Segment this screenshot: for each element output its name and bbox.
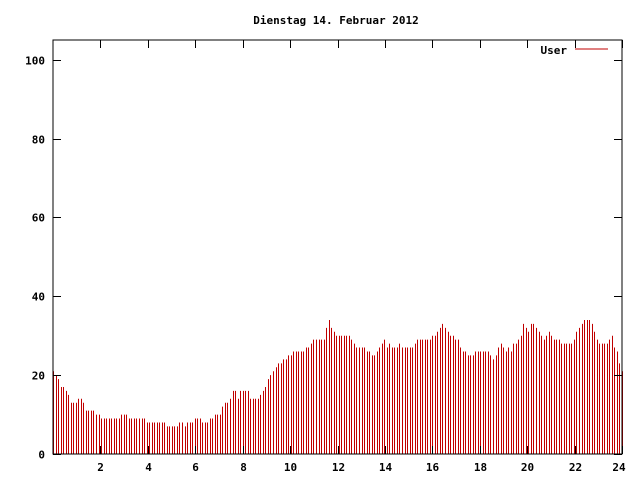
x-tick-label: 18 (474, 461, 487, 474)
x-tick-label: 22 (569, 461, 582, 474)
legend: User (541, 44, 608, 57)
y-tick-label: 40 (32, 291, 45, 304)
y-axis: 0 20 40 60 80 100 (25, 55, 622, 462)
legend-label: User (541, 44, 568, 57)
x-tick-label: 14 (379, 461, 393, 474)
y-tick-label: 20 (32, 370, 45, 383)
y-tick-label: 60 (32, 212, 45, 225)
x-tick-label: 16 (426, 461, 440, 474)
x-tick-label: 4 (145, 461, 152, 474)
y-tick-label: 100 (25, 55, 45, 68)
x-axis: 2 4 6 8 10 12 14 16 18 20 22 24 (97, 40, 626, 474)
y-tick-label: 0 (38, 449, 45, 462)
x-tick-label: 8 (240, 461, 247, 474)
x-tick-label: 20 (521, 461, 534, 474)
chart-title: Dienstag 14. Februar 2012 (253, 14, 419, 27)
x-tick-label: 24 (612, 461, 626, 474)
y-tick-label: 80 (32, 134, 45, 147)
plot-frame (52, 39, 623, 455)
x-tick-label: 12 (332, 461, 345, 474)
x-tick-label: 6 (192, 461, 199, 474)
bars (53, 319, 623, 454)
x-tick-label: 2 (97, 461, 104, 474)
x-tick-label: 10 (284, 461, 297, 474)
